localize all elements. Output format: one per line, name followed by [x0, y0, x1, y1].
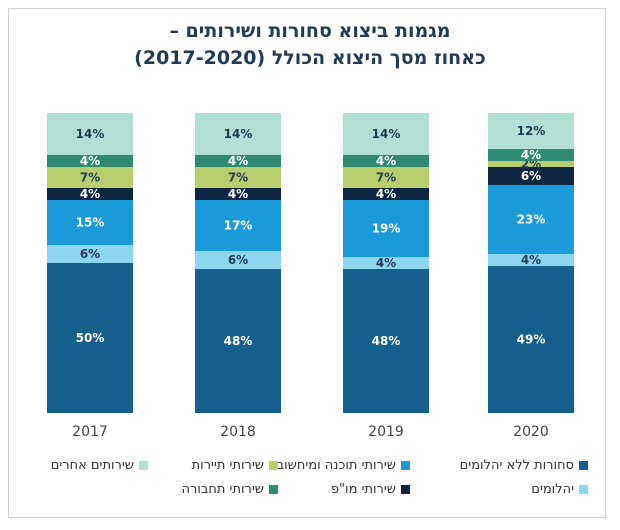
bar-segment-2019-5 — [343, 167, 429, 188]
data-label-2019-1: 48% — [372, 334, 401, 348]
data-label-2020-1: 49% — [517, 333, 546, 347]
data-label-2018-4: 4% — [228, 187, 248, 201]
bar-segment-2017-6 — [47, 155, 133, 167]
data-label-2020-7: 12% — [517, 124, 546, 138]
legend-swatch — [579, 461, 588, 470]
bar-segment-2017-4 — [47, 188, 133, 200]
data-label-2019-3: 19% — [372, 222, 401, 236]
bar-segment-2018-5 — [195, 167, 281, 188]
legend-label: שירותי תחבורה — [181, 482, 264, 497]
legend-swatch — [579, 485, 588, 494]
bar-segment-2020-7 — [488, 113, 574, 149]
chart-title-line-1: מגמות ביצוא סחורות ושירותים – — [169, 20, 451, 42]
legend-item-7: שירותים אחרים — [51, 458, 148, 473]
data-label-2018-5: 7% — [228, 171, 248, 185]
legend-item-2: יהלומים — [531, 482, 588, 497]
legend-swatch — [269, 485, 278, 494]
bar-segment-2018-4 — [195, 188, 281, 200]
data-label-2020-2: 4% — [521, 253, 541, 267]
data-label-2017-3: 15% — [76, 216, 105, 230]
data-label-2019-2: 4% — [376, 256, 396, 270]
data-label-2017-1: 50% — [76, 331, 105, 345]
bar-segment-2017-7 — [47, 113, 133, 155]
data-label-2019-4: 4% — [376, 187, 396, 201]
bar-segment-2018-7 — [195, 113, 281, 155]
legend-label: שירותי תיירות — [191, 458, 264, 473]
bar-segment-2017-3 — [47, 200, 133, 245]
legend-item-4: שירותי מו"פ — [331, 482, 410, 497]
data-label-2017-2: 6% — [80, 247, 100, 261]
data-label-2017-5: 7% — [80, 171, 100, 185]
bar-segment-2017-2 — [47, 245, 133, 263]
data-label-2018-1: 48% — [224, 334, 253, 348]
data-label-2020-4: 6% — [521, 169, 541, 183]
legend-label: יהלומים — [531, 482, 574, 497]
bar-segment-2020-3 — [488, 185, 574, 254]
bar-segment-2017-5 — [47, 167, 133, 188]
legend-item-6: שירותי תחבורה — [181, 482, 278, 497]
legend-label: שירותים אחרים — [50, 458, 134, 473]
bar-segment-2017-1 — [47, 263, 133, 413]
legend-swatch — [269, 461, 278, 470]
data-label-2017-6: 4% — [80, 154, 100, 168]
data-label-2019-5: 7% — [376, 171, 396, 185]
data-label-2017-4: 4% — [80, 187, 100, 201]
data-label-2017-7: 14% — [76, 127, 105, 141]
bar-segment-2019-2 — [343, 257, 429, 269]
data-label-2019-6: 4% — [376, 154, 396, 168]
legend-label: שירותי מו"פ — [330, 482, 396, 497]
data-label-2018-6: 4% — [228, 154, 248, 168]
legend-item-3: שירותי תוכנה ומיחשוב — [277, 458, 410, 473]
bar-segment-2019-3 — [343, 200, 429, 257]
data-label-2020-3: 23% — [517, 213, 546, 227]
bar-segment-2020-5 — [488, 161, 574, 167]
legend-label: סחורות ללא יהלומים — [459, 458, 574, 473]
chart-title-line-2: כאחוז מסך היצוא הכולל (2017-2020) — [134, 47, 486, 69]
bar-segment-2019-4 — [343, 188, 429, 200]
legend-item-5: שירותי תיירות — [192, 458, 278, 473]
legend-label: שירותי תוכנה ומיחשוב — [276, 458, 396, 473]
bar-segment-2019-6 — [343, 155, 429, 167]
legend-swatch — [401, 485, 410, 494]
data-label-2020-6: 4% — [521, 148, 541, 162]
data-label-2019-7: 14% — [372, 127, 401, 141]
x-tick-label-2017: 2017 — [72, 424, 108, 440]
bar-segment-2018-2 — [195, 251, 281, 269]
x-tick-label-2019: 2019 — [368, 424, 404, 440]
bar-segment-2018-1 — [195, 269, 281, 413]
bar-segment-2019-7 — [343, 113, 429, 155]
data-label-2018-7: 14% — [224, 127, 253, 141]
chart-title: מגמות ביצוא סחורות ושירותים – כאחוז מסך … — [20, 18, 600, 72]
data-label-2018-2: 6% — [228, 253, 248, 267]
bar-segment-2020-4 — [488, 167, 574, 185]
chart-legend: סחורות ללא יהלומים שירותי תוכנה ומיחשוב שי… — [18, 458, 598, 510]
legend-swatch — [401, 461, 410, 470]
bar-segment-2018-3 — [195, 200, 281, 251]
bar-segment-2020-6 — [488, 149, 574, 161]
legend-item-1: סחורות ללא יהלומים — [460, 458, 588, 473]
legend-swatch — [139, 461, 148, 470]
bar-segment-2018-6 — [195, 155, 281, 167]
data-label-2018-3: 17% — [224, 219, 253, 233]
bar-segment-2019-1 — [343, 269, 429, 413]
bar-segment-2020-2 — [488, 254, 574, 266]
x-tick-label-2018: 2018 — [220, 424, 256, 440]
x-tick-label-2020: 2020 — [513, 424, 549, 440]
bar-segment-2020-1 — [488, 266, 574, 413]
